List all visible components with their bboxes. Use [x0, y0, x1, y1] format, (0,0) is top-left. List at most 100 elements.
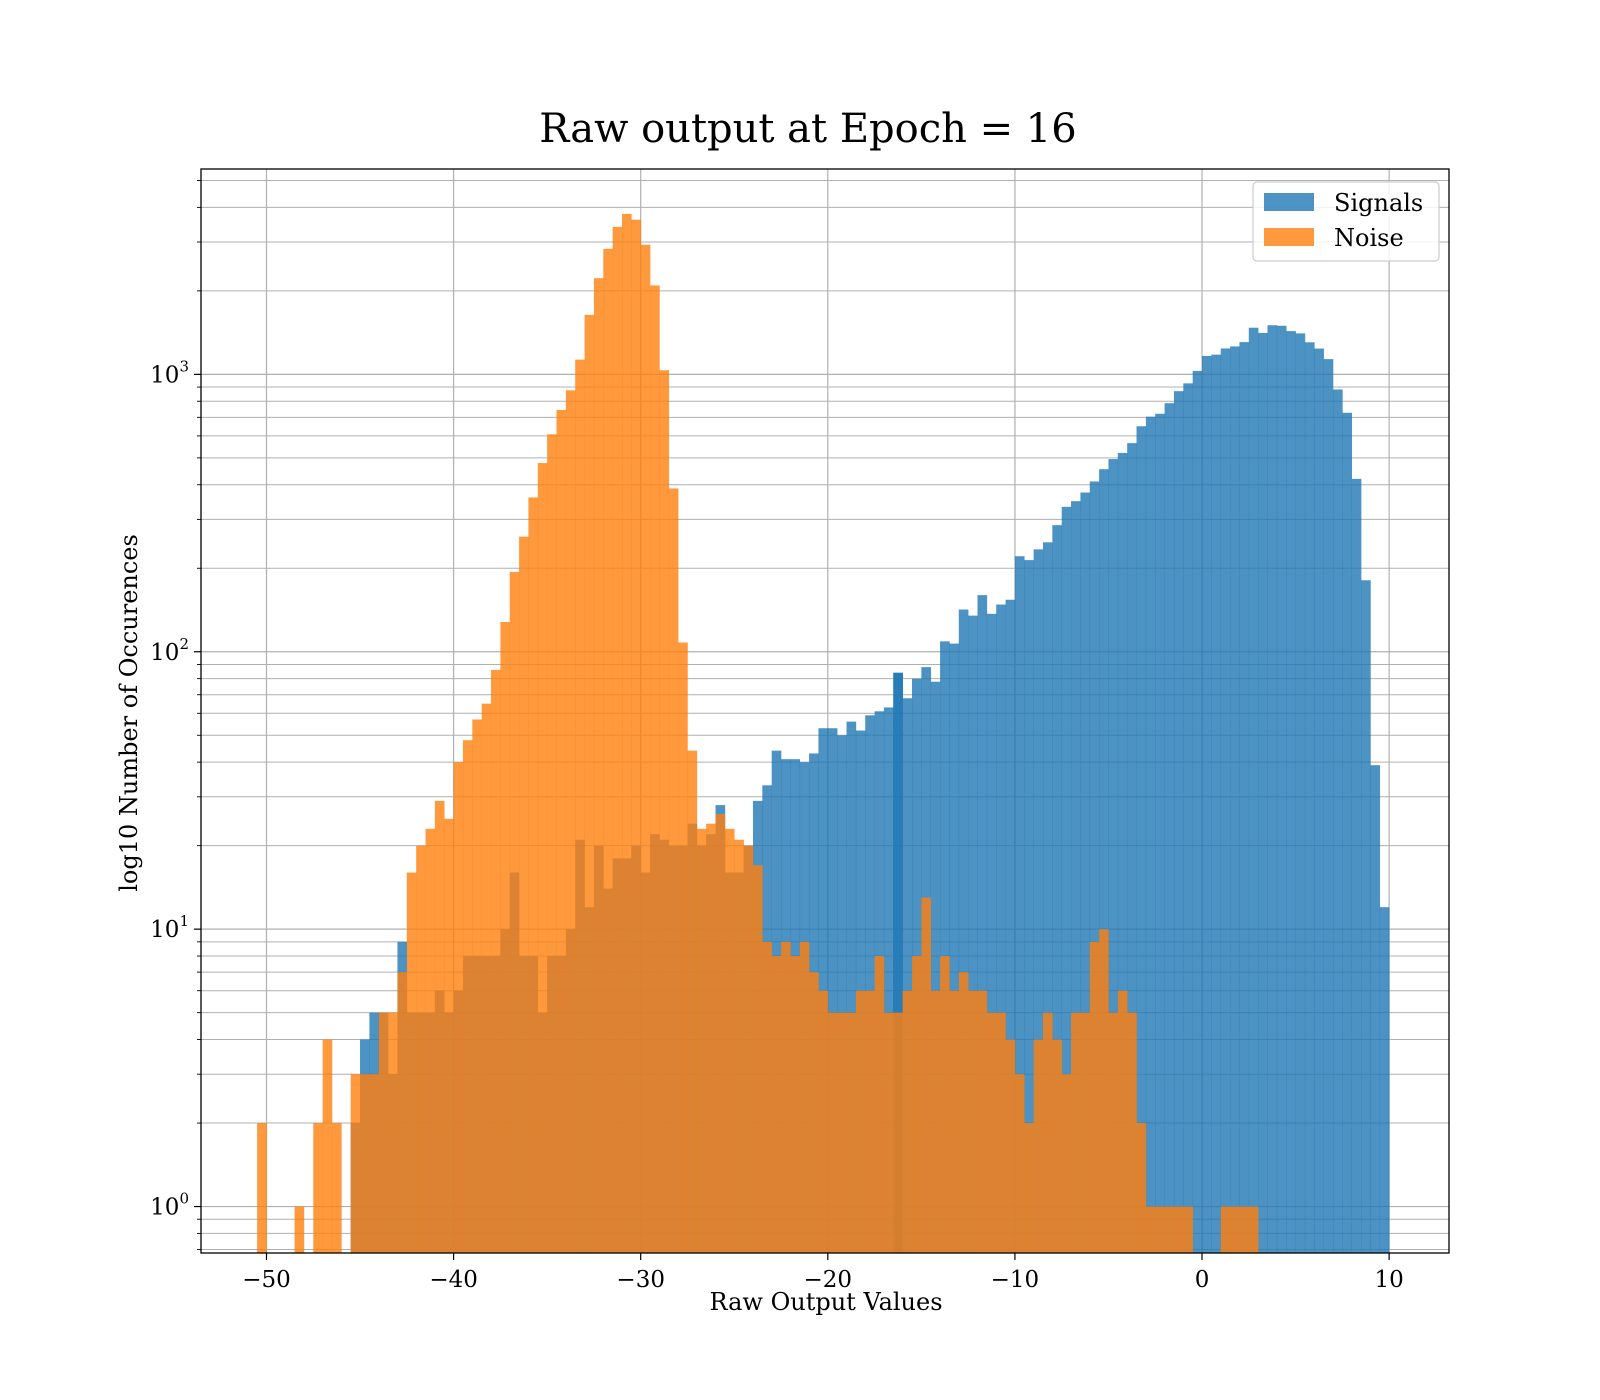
bar-signals — [1052, 525, 1062, 1253]
bar-noise — [406, 872, 417, 1253]
bar-noise — [734, 839, 744, 1253]
bar-noise — [537, 463, 548, 1254]
bar-signals — [1220, 348, 1231, 1253]
bar-signals — [1061, 506, 1072, 1254]
x-tick-label: −50 — [242, 1267, 291, 1293]
bar-noise — [360, 1074, 370, 1253]
bar-noise — [781, 941, 791, 1253]
x-tick-label: −10 — [991, 1267, 1040, 1293]
bar-noise — [818, 990, 829, 1253]
bar-noise — [481, 703, 492, 1253]
bar-noise — [883, 1012, 894, 1253]
bar-signals — [968, 615, 978, 1253]
x-axis-ticks: −50 −40 −30 −20 −10 0 10 — [242, 1253, 1404, 1293]
bar-signals — [1248, 327, 1259, 1253]
y-tick-label: 102 — [150, 635, 189, 666]
bar-noise — [378, 1012, 389, 1253]
bar-noise — [743, 845, 754, 1253]
bar-signals — [893, 672, 903, 1253]
bar-noise — [949, 990, 960, 1253]
y-tick-label: 101 — [150, 912, 189, 943]
bar-signals — [1108, 459, 1119, 1254]
bar-signals — [1286, 331, 1296, 1253]
bar-signals — [1089, 481, 1100, 1254]
bar-noise — [678, 642, 688, 1253]
bar-noise — [977, 990, 988, 1253]
bar-noise — [1145, 1206, 1156, 1253]
bar-signals — [902, 698, 913, 1253]
bar-signals — [1183, 383, 1193, 1253]
bar-noise — [1052, 1039, 1062, 1253]
bar-signals — [1117, 452, 1128, 1253]
bar-signals — [996, 604, 1006, 1253]
bar-signals — [1192, 370, 1203, 1253]
bar-signals — [837, 735, 847, 1253]
bar-noise — [500, 622, 511, 1253]
bar-signals — [1258, 332, 1268, 1253]
bar-noise — [762, 941, 772, 1253]
bar-noise — [996, 1012, 1006, 1253]
bar-noise — [565, 390, 576, 1253]
bar-noise — [687, 750, 698, 1253]
bar-noise — [621, 213, 632, 1253]
bar-noise — [593, 278, 604, 1253]
bar-noise — [902, 990, 913, 1253]
bar-noise — [416, 845, 426, 1253]
bar-signals — [1033, 549, 1044, 1253]
bar-noise — [668, 488, 679, 1253]
bar-noise — [1014, 1074, 1025, 1253]
bar-signals — [1323, 359, 1334, 1253]
bar-noise — [612, 226, 623, 1253]
bar-noise — [1230, 1206, 1240, 1253]
bar-noise — [556, 409, 567, 1254]
y-axis-label: log10 Number of Occurences — [115, 534, 143, 892]
bar-signals — [846, 721, 857, 1253]
bar-noise — [1061, 1074, 1072, 1253]
bar-signals — [930, 681, 941, 1253]
series-noise — [257, 213, 1259, 1254]
bar-signals — [1202, 355, 1212, 1253]
legend-swatch-signals — [1264, 193, 1314, 211]
bar-noise — [1042, 1012, 1053, 1253]
bar-noise — [631, 219, 642, 1254]
bar-signals — [1351, 478, 1362, 1253]
bar-noise — [968, 990, 978, 1253]
bar-noise — [837, 1012, 847, 1253]
bar-noise — [425, 828, 436, 1253]
bar-noise — [650, 285, 660, 1254]
bar-noise — [350, 1074, 361, 1253]
bar-noise — [799, 941, 810, 1253]
bar-noise — [1005, 1039, 1016, 1253]
y-tick-label: 103 — [150, 357, 189, 388]
x-tick-label: −20 — [804, 1267, 853, 1293]
bar-noise — [930, 990, 941, 1253]
bar-noise — [855, 990, 866, 1253]
bar-noise — [331, 1123, 342, 1253]
bar-signals — [1164, 403, 1175, 1254]
bar-noise — [603, 248, 613, 1253]
bar-noise — [444, 818, 454, 1253]
bar-noise — [1127, 1012, 1137, 1253]
bars — [257, 213, 1390, 1254]
bar-noise — [986, 1012, 997, 1253]
bar-signals — [958, 609, 969, 1253]
bar-signals — [1239, 342, 1250, 1253]
bar-noise — [462, 740, 473, 1253]
bar-noise — [771, 956, 782, 1253]
bar-signals — [1014, 556, 1025, 1253]
x-tick-label: 0 — [1195, 1267, 1210, 1293]
x-tick-label: 10 — [1374, 1267, 1403, 1293]
bar-noise — [1024, 1123, 1034, 1253]
bar-signals — [1370, 765, 1381, 1253]
bar-noise — [388, 1012, 398, 1253]
bar-noise — [893, 1012, 903, 1253]
bar-signals — [1071, 501, 1081, 1253]
bar-noise — [1108, 1012, 1119, 1253]
bar-signals — [827, 728, 838, 1253]
bar-noise — [1248, 1206, 1259, 1253]
bar-noise — [369, 1074, 380, 1253]
bar-noise — [1155, 1206, 1165, 1253]
bar-noise — [958, 972, 969, 1253]
bar-noise — [865, 990, 875, 1253]
